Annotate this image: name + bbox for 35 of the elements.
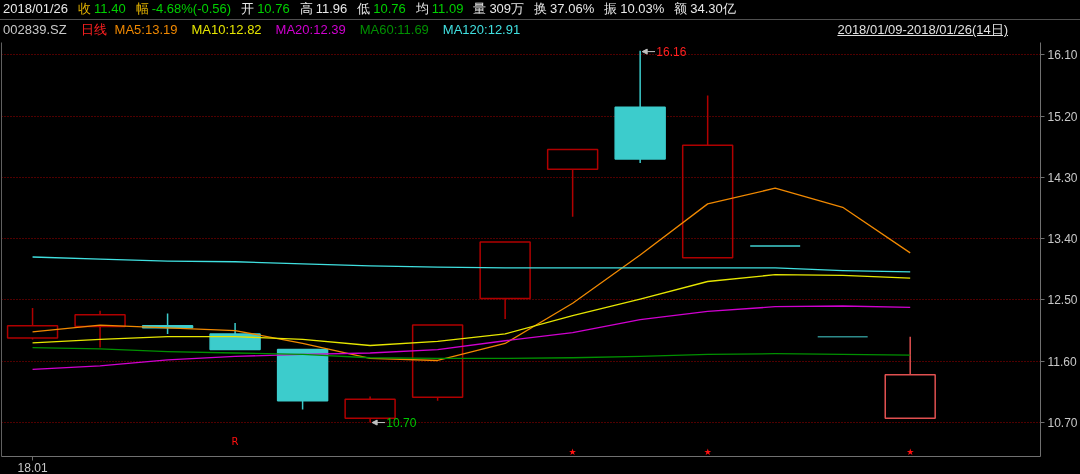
y-tick-label: 11.60 — [1047, 354, 1077, 369]
x-tick-label: 18.01 — [17, 460, 48, 474]
y-tick-label: 13.40 — [1047, 232, 1078, 247]
candlestick — [884, 335, 936, 420]
y-tick-label: 15.20 — [1047, 109, 1078, 124]
candlestick — [209, 322, 261, 351]
y-tick-label: 16.10 — [1047, 48, 1078, 63]
annotation: 16.16 — [656, 45, 687, 60]
chart-subtitle: 002839.SZ — [3, 20, 67, 39]
candlestick — [681, 94, 734, 259]
text: MA5:13.19 — [114, 20, 178, 39]
text: 2018/01/09-2018/01/26(14日) — [837, 20, 1008, 39]
line-series — [31, 346, 911, 360]
text: MA20:12.39 — [275, 20, 346, 39]
y-tick-label: 12.50 — [1047, 293, 1078, 308]
candlestick — [74, 310, 126, 349]
annotation: 10.70 — [386, 416, 417, 431]
line-series — [31, 274, 911, 347]
candlestick — [546, 148, 599, 218]
annotation: R — [231, 436, 239, 448]
y-tick-label: 14.30 — [1047, 170, 1078, 185]
line-series — [31, 187, 911, 362]
line-series — [31, 256, 911, 273]
y-tick-label: 10.70 — [1047, 415, 1078, 430]
candlestick — [479, 241, 531, 320]
text: MA10:12.82 — [191, 20, 262, 39]
annotation: ★ — [703, 446, 712, 457]
annotation: ★ — [906, 446, 915, 457]
chart-title: 2018/01/26 收 11.40 幅 -4.68%(-0.56) 开 10.76 高 11.96 低 10.76 均 11.09 量 309万 换 37.06% 振 10.03% 额 34.30亿 — [3, 1, 736, 17]
text: MA120:12.91 — [442, 20, 521, 39]
candlestick — [6, 307, 59, 339]
annotation: ★ — [568, 446, 577, 457]
legend-title: 日线 — [80, 20, 107, 39]
text: MA60:11.69 — [359, 20, 429, 39]
line-series — [31, 305, 911, 370]
